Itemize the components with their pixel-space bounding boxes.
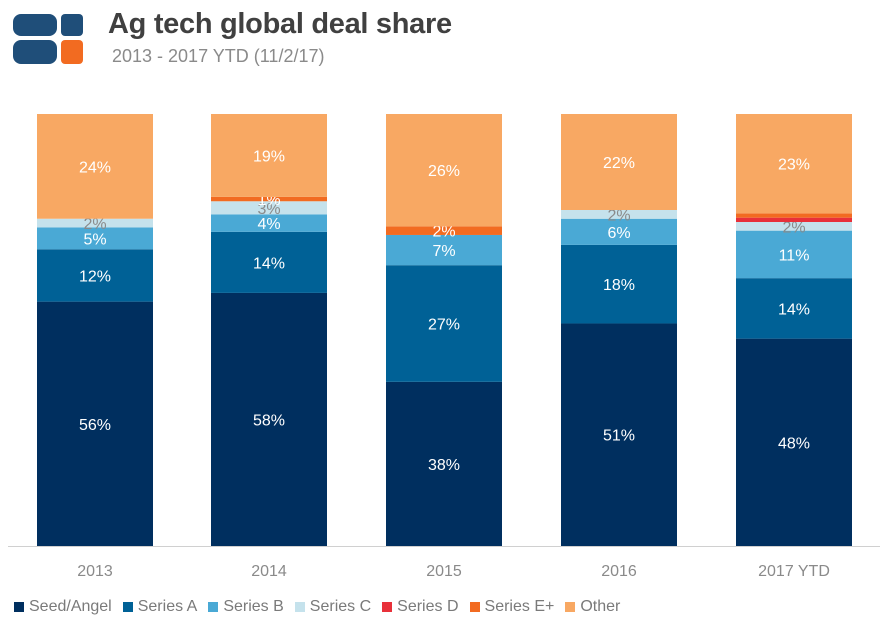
bar-segment-series-c — [736, 222, 852, 231]
legend-swatch — [565, 602, 576, 612]
bar-segment-series-b — [211, 214, 327, 232]
bar-segment-series-a — [37, 249, 153, 302]
legend-label: Series C — [309, 598, 372, 615]
bar-segment-other — [386, 114, 502, 227]
data-label-other: 23% — [778, 157, 810, 174]
bar-segment-series-e- — [736, 213, 852, 218]
data-label-series-a: 18% — [603, 277, 635, 294]
data-label-series-b: 11% — [779, 247, 810, 264]
data-label-other: 19% — [253, 148, 285, 165]
chart-legend: Seed/Angel Series A Series B Series C Series… — [14, 595, 884, 619]
bar-segment-other — [736, 114, 852, 214]
legend-swatch — [382, 602, 393, 612]
bar-segment-series-b — [561, 218, 677, 245]
legend-item: Series D — [382, 598, 459, 616]
legend-label: Series D — [397, 598, 459, 615]
bar-segment-series-e- — [386, 226, 502, 235]
stacked-bar-chart: 56%12%5%2%24%201358%14%4%3%1%19%201438%2… — [8, 114, 880, 580]
x-tick-label: 2015 — [426, 563, 462, 580]
data-label-other: 26% — [428, 163, 460, 180]
bar-segment-series-b — [386, 234, 502, 266]
data-label-series-b: 6% — [607, 225, 630, 242]
legend-label: Other — [580, 598, 621, 615]
data-label-series-a: 27% — [428, 317, 460, 334]
bar-segment-seed-angel — [736, 338, 852, 546]
data-label-series-c: 3% — [257, 201, 280, 218]
bar-segment-series-c — [561, 210, 677, 219]
legend-swatch — [208, 602, 219, 612]
data-label-series-a: 14% — [778, 301, 810, 318]
legend-item: Other — [565, 598, 620, 616]
bar-segment-other — [561, 114, 677, 210]
data-label-series-b: 5% — [83, 231, 106, 248]
data-label-series-c: 2% — [607, 207, 630, 224]
bar-segment-series-a — [736, 278, 852, 339]
bar-segment-seed-angel — [386, 381, 502, 546]
bar-segment-series-a — [561, 244, 677, 324]
data-label-other: 24% — [79, 159, 111, 176]
data-label-series-c: 2% — [83, 216, 106, 233]
bar-segment-seed-angel — [561, 323, 677, 546]
data-label-series-e-: 2% — [432, 224, 455, 241]
data-label-series-a: 12% — [79, 268, 111, 285]
data-label-series-a: 14% — [253, 255, 285, 272]
chart-header: Ag tech global deal share 2013 - 2017 YT… — [0, 0, 887, 80]
x-tick-label: 2014 — [251, 563, 287, 580]
bar-segment-series-d — [736, 217, 852, 222]
legend-swatch — [122, 602, 133, 612]
brand-logo-icon — [13, 14, 83, 64]
legend-item: Series A — [122, 598, 198, 616]
legend-swatch — [469, 602, 480, 612]
legend-item: Series E+ — [469, 598, 555, 616]
data-label-series-b: 7% — [432, 243, 455, 260]
data-label-seed-angel: 51% — [603, 428, 635, 445]
bar-segment-series-c — [37, 218, 153, 228]
chart-subtitle: 2013 - 2017 YTD (11/2/17) — [112, 46, 325, 66]
legend-label: Series A — [137, 598, 198, 615]
data-label-other: 22% — [603, 155, 635, 172]
bar-segment-series-e- — [211, 196, 327, 202]
data-label-seed-angel: 38% — [428, 457, 460, 474]
legend-swatch — [294, 602, 305, 612]
data-label-seed-angel: 48% — [778, 435, 810, 452]
x-tick-label: 2013 — [77, 563, 113, 580]
bar-segment-seed-angel — [211, 292, 327, 546]
bar-segment-series-c — [211, 201, 327, 215]
bar-segment-series-a — [386, 265, 502, 382]
data-label-seed-angel: 58% — [253, 412, 285, 429]
bar-segment-other — [211, 114, 327, 197]
bar-segment-series-a — [211, 231, 327, 293]
bar-segment-series-b — [736, 230, 852, 279]
x-tick-label: 2016 — [601, 563, 637, 580]
legend-item: Series C — [294, 598, 372, 616]
x-tick-label: 2017 YTD — [758, 563, 830, 580]
legend-label: Series E+ — [484, 598, 555, 615]
legend-item: Series B — [208, 598, 284, 616]
data-label-series-b: 4% — [257, 216, 280, 233]
bar-segment-seed-angel — [37, 301, 153, 546]
legend-label: Seed/Angel — [29, 598, 112, 615]
chart-title: Ag tech global deal share — [108, 8, 452, 40]
bar-segment-series-b — [37, 227, 153, 250]
legend-label: Series B — [223, 598, 284, 615]
data-label-seed-angel: 56% — [79, 417, 111, 434]
bar-segment-other — [37, 114, 153, 219]
data-label-series-c: 2% — [782, 219, 805, 236]
legend-item: Seed/Angel — [14, 598, 112, 616]
legend-swatch — [14, 602, 24, 612]
